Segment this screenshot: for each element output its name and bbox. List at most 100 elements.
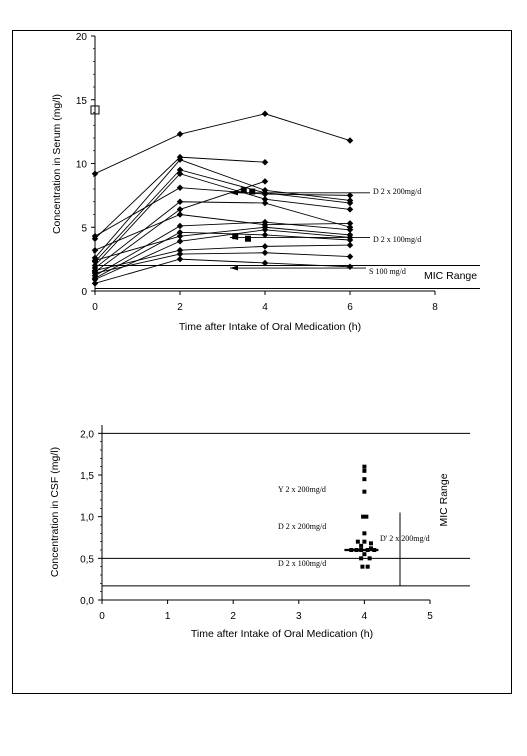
- csf-chart: 0,0 0,5 1,0 1,5 2,0 0 1 2 3 4 5 Time after Intake …: [49, 425, 470, 640]
- csf-x-axis-label: Time after Intake of Oral Medication (h): [191, 628, 373, 640]
- serum-filled-square: [240, 187, 247, 194]
- serum-reference-arrowhead: [230, 265, 238, 271]
- csf-data-point: [368, 541, 373, 546]
- csf-data-point: [362, 468, 367, 473]
- serum-data-point: [176, 198, 184, 206]
- serum-data-point: [176, 238, 184, 245]
- serum-series-line: [94, 258, 351, 284]
- serum-data-point: [176, 184, 184, 191]
- csf-y-tick-label: 0,5: [80, 554, 94, 565]
- serum-series-line: [94, 244, 351, 272]
- serum-filled-square: [232, 233, 239, 240]
- serum-data-point: [176, 130, 184, 138]
- serum-data-point: [261, 158, 269, 166]
- serum-filled-square: [245, 235, 251, 242]
- csf-data-point: [362, 539, 367, 544]
- serum-x-axis-label: Time after Intake of Oral Medication (h): [179, 321, 361, 333]
- csf-marker-label: D' 2 x 200mg/d: [380, 534, 430, 543]
- serum-data-point: [176, 229, 184, 236]
- serum-data-point: [261, 243, 269, 250]
- csf-label-y-200: Y 2 x 200mg/d: [278, 485, 326, 494]
- csf-marks: [102, 432, 470, 587]
- serum-series-line: [94, 173, 351, 266]
- serum-ticks: 0 5 10 15 20 0 2 4 6 8: [76, 32, 438, 313]
- serum-data-point: [176, 166, 184, 174]
- serum-data-point: [176, 255, 184, 263]
- serum-y-tick-label: 10: [76, 160, 88, 171]
- serum-y-tick-label: 15: [76, 96, 88, 107]
- serum-series-line: [94, 187, 351, 237]
- serum-x-tick-label: 2: [177, 302, 183, 313]
- csf-label-d-200: D 2 x 200mg/d: [278, 522, 326, 531]
- csf-data-point: [362, 489, 367, 494]
- serum-data-point: [346, 263, 354, 271]
- serum-series-line: [94, 221, 351, 277]
- serum-data-point: [346, 234, 354, 241]
- serum-mic-range-label: MIC Range: [424, 270, 477, 282]
- csf-data-point: [367, 556, 372, 561]
- csf-data-point: [362, 477, 367, 482]
- serum-data-point: [176, 246, 184, 254]
- serum-label-d-100: D 2 x 100mg/d: [373, 235, 421, 244]
- serum-x-tick-label: 4: [262, 302, 268, 313]
- csf-data-point: [359, 543, 364, 548]
- serum-data-point: [176, 232, 184, 240]
- serum-data-point: [346, 220, 354, 227]
- serum-data-point: [261, 178, 269, 185]
- csf-y-tick-label: 1,5: [80, 471, 94, 482]
- csf-x-tick-label: 2: [230, 611, 236, 622]
- csf-x-tick-label: 4: [362, 611, 368, 622]
- serum-data-point: [261, 231, 269, 239]
- serum-data-point: [176, 170, 184, 177]
- serum-data-point: [346, 241, 354, 249]
- csf-data-point: [359, 556, 364, 561]
- serum-marks: [90, 105, 480, 289]
- serum-series-line: [94, 231, 351, 279]
- csf-y-tick-label: 2,0: [80, 429, 94, 440]
- csf-x-tick-label: 1: [165, 611, 171, 622]
- csf-data-point: [364, 514, 369, 519]
- serum-y-axis-label: Concentration in Serum (mg/l): [51, 94, 63, 234]
- serum-data-point: [346, 226, 354, 234]
- figure-frame: [12, 30, 512, 694]
- serum-x-tick-label: 6: [347, 302, 353, 313]
- serum-series-line: [94, 169, 351, 262]
- serum-data-point: [261, 259, 269, 267]
- serum-x-tick-label: 0: [92, 302, 98, 313]
- csf-data-point: [362, 531, 367, 536]
- serum-data-point: [261, 226, 269, 234]
- serum-data-point: [261, 195, 269, 203]
- csf-x-tick-label: 5: [427, 611, 433, 622]
- csf-y-tick-label: 1,0: [80, 513, 94, 524]
- serum-series-line: [94, 201, 351, 269]
- serum-data-point: [176, 206, 184, 213]
- serum-data-point: [346, 253, 354, 260]
- csf-x-tick-label: 0: [99, 611, 105, 622]
- serum-data-point: [261, 218, 269, 226]
- csf-data-point: [355, 539, 360, 544]
- serum-data-point: [261, 190, 269, 198]
- serum-filled-square: [249, 188, 256, 195]
- csf-y-tick-label: 0,0: [80, 596, 94, 607]
- csf-data-point: [360, 564, 365, 569]
- csf-data-point: [365, 564, 370, 569]
- csf-data-point: [362, 552, 367, 557]
- serum-data-point: [261, 249, 269, 257]
- serum-data-point: [346, 192, 354, 199]
- serum-series-line: [94, 252, 351, 274]
- serum-data-point: [346, 137, 354, 144]
- serum-series-line: [94, 226, 351, 261]
- serum-series-line: [94, 113, 351, 175]
- serum-x-tick-label: 8: [432, 302, 438, 313]
- serum-data-point: [261, 199, 269, 207]
- serum-y-tick-label: 20: [76, 32, 88, 43]
- csf-x-tick-label: 3: [296, 611, 302, 622]
- csf-data-point: [368, 546, 373, 551]
- serum-series-line: [94, 159, 351, 259]
- serum-series-line: [94, 214, 351, 251]
- csf-data-point: [362, 464, 367, 469]
- serum-data-point: [176, 250, 184, 258]
- serum-data-point: [176, 156, 184, 163]
- serum-y-tick-label: 5: [81, 223, 87, 234]
